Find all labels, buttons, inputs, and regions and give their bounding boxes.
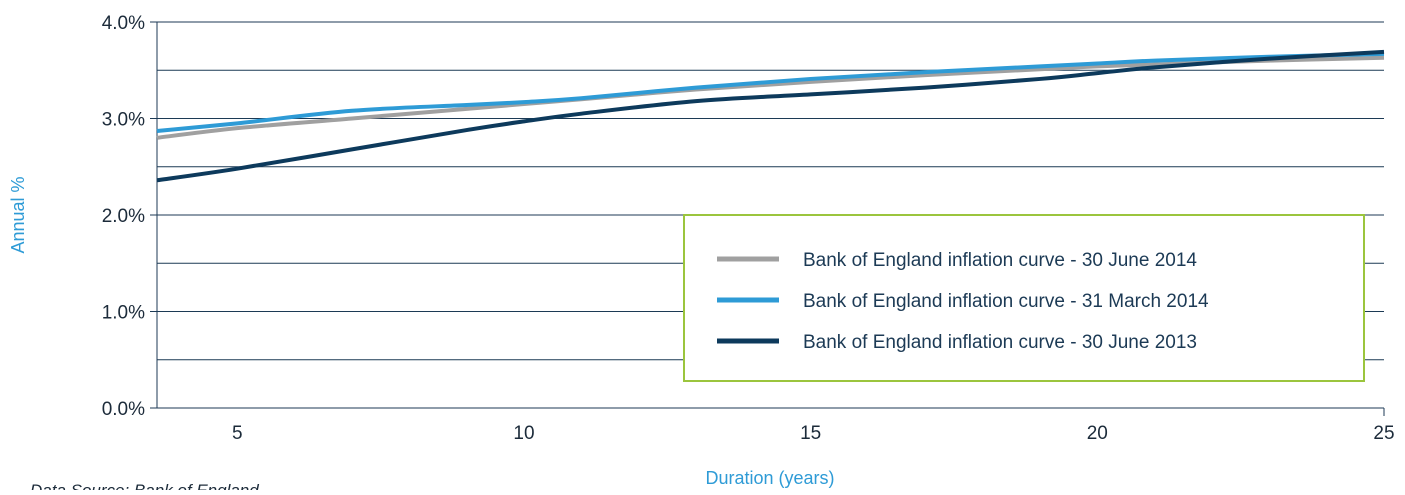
x-tick-label-1: 10 [513,423,534,444]
tick-labels: 0.0% 1.0% 2.0% 3.0% 4.0% 5 10 15 20 25 [102,13,1395,444]
y-tick-label-0: 0.0% [102,399,145,420]
legend-box [683,214,1365,382]
series-line-1 [156,51,1385,134]
y-tick-label-2: 2.0% [102,206,145,227]
legend-label-2: Bank of England inflation curve - 30 Jun… [803,332,1197,353]
axes [150,21,1385,416]
legend: Bank of England inflation curve - 30 Jun… [683,214,1365,382]
x-tick-label-2: 15 [800,423,821,444]
y-tick-label-1: 1.0% [102,303,145,324]
y-axis-title: Annual % [8,176,28,253]
y-tick-label-4: 4.0% [102,13,145,34]
series-line-2 [156,49,1385,183]
legend-label-1: Bank of England inflation curve - 31 Mar… [803,291,1209,312]
x-tick-label-0: 5 [232,423,243,444]
data-source-note: Data Source: Bank of England [30,481,259,490]
legend-label-0: Bank of England inflation curve - 30 Jun… [803,250,1197,271]
y-tick-label-3: 3.0% [102,110,145,131]
series-lines [156,49,1385,183]
x-tick-label-4: 25 [1373,423,1394,444]
x-tick-label-3: 20 [1087,423,1108,444]
x-axis-title: Duration (years) [705,468,834,488]
series-line-0 [156,55,1385,140]
